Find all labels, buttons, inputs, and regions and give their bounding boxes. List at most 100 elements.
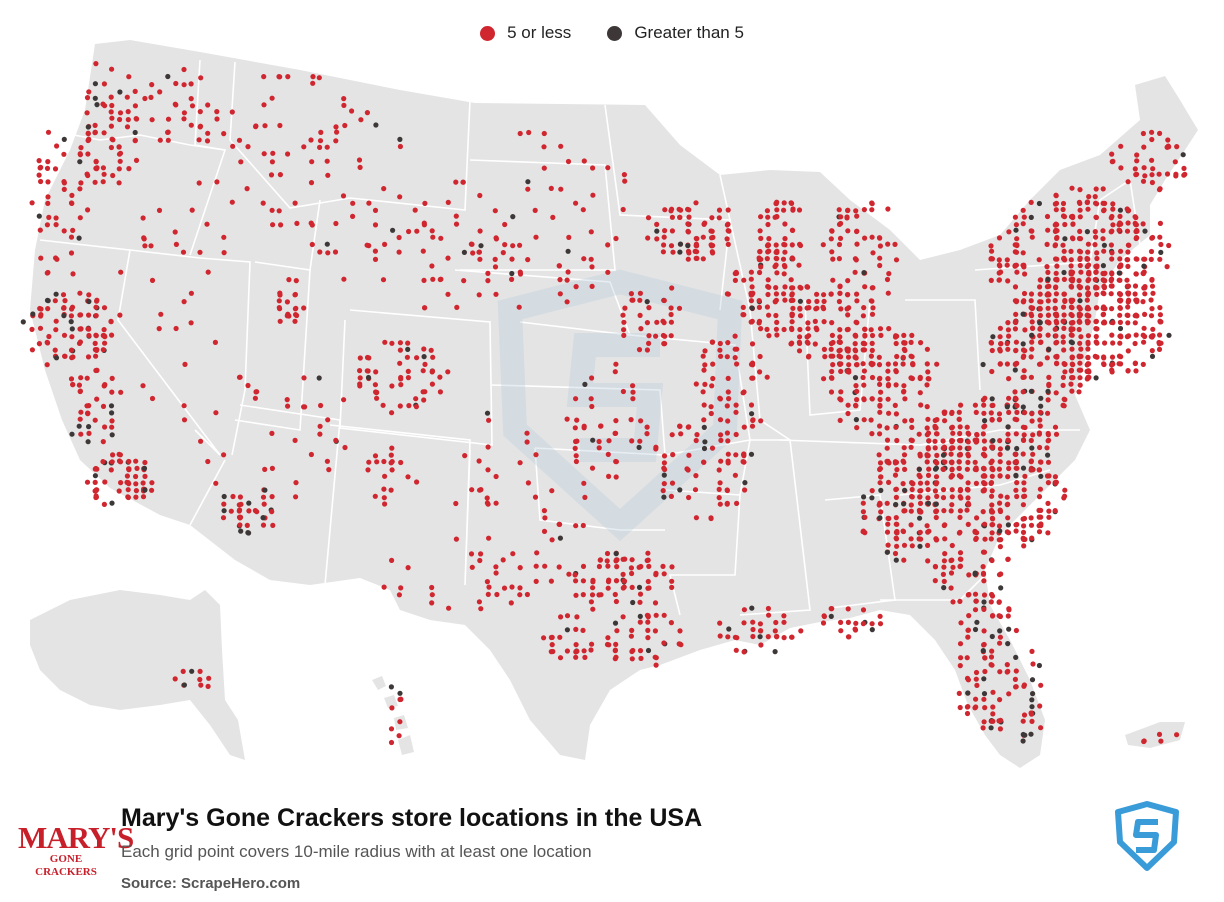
store-location-dot xyxy=(126,166,132,172)
store-location-dot xyxy=(662,466,668,473)
store-location-dot xyxy=(1053,312,1060,318)
store-location-dot xyxy=(564,627,571,633)
store-location-dot xyxy=(902,418,908,424)
store-location-dot xyxy=(588,229,594,235)
store-location-dot xyxy=(894,437,900,444)
store-location-dot xyxy=(405,368,411,374)
store-location-dot xyxy=(981,487,988,493)
store-location-dot xyxy=(388,452,394,458)
store-location-dot xyxy=(948,451,954,457)
store-location-dot xyxy=(124,94,130,100)
store-location-dot xyxy=(156,326,162,332)
store-location-dot xyxy=(709,228,715,234)
store-location-dot xyxy=(700,389,706,395)
store-location-dot xyxy=(197,109,203,115)
store-location-dot xyxy=(908,502,914,508)
store-location-dot xyxy=(668,620,675,626)
store-location-dot xyxy=(925,558,931,564)
store-location-dot xyxy=(1012,389,1018,395)
store-location-dot xyxy=(557,634,563,640)
store-location-dot xyxy=(1118,165,1124,171)
store-location-dot xyxy=(956,465,962,472)
store-location-dot xyxy=(1141,738,1147,744)
store-location-dot xyxy=(45,306,51,312)
store-location-dot xyxy=(502,242,508,248)
store-location-dot xyxy=(541,528,548,535)
store-location-dot xyxy=(484,579,490,585)
store-location-dot xyxy=(1037,312,1043,319)
store-location-dot xyxy=(429,228,435,234)
store-location-dot xyxy=(942,418,948,424)
store-location-dot xyxy=(1006,626,1012,632)
store-location-dot xyxy=(909,354,915,360)
store-location-dot xyxy=(292,292,298,298)
store-location-dot xyxy=(214,116,220,122)
store-location-dot xyxy=(860,509,867,515)
store-location-dot xyxy=(1006,229,1012,235)
store-location-dot xyxy=(661,242,667,248)
store-location-dot xyxy=(1062,487,1068,493)
store-location-dot xyxy=(117,150,124,156)
store-location-dot xyxy=(30,311,36,317)
store-location-dot xyxy=(892,550,899,557)
store-location-dot xyxy=(1053,207,1059,213)
store-location-dot xyxy=(797,306,803,312)
store-location-dot xyxy=(892,459,899,465)
store-location-dot xyxy=(733,269,739,275)
store-location-dot xyxy=(525,186,531,192)
store-location-dot xyxy=(453,500,459,507)
store-location-dot xyxy=(220,515,227,521)
store-location-dot xyxy=(630,396,636,402)
store-location-dot xyxy=(1013,473,1019,479)
scrapehero-letter-s xyxy=(1133,819,1159,853)
store-location-dot xyxy=(557,277,563,283)
store-location-dot xyxy=(549,537,555,543)
store-location-dot xyxy=(261,501,267,507)
store-location-dot xyxy=(876,354,882,360)
store-location-dot xyxy=(893,515,899,521)
store-location-dot xyxy=(596,563,603,570)
store-location-dot xyxy=(885,396,891,402)
store-location-dot xyxy=(1078,367,1084,373)
store-location-dot xyxy=(1006,409,1012,415)
store-location-dot xyxy=(94,347,100,353)
store-location-dot xyxy=(276,208,282,214)
store-location-dot xyxy=(629,584,635,591)
store-location-dot xyxy=(1149,306,1155,312)
store-location-dot xyxy=(989,509,996,515)
store-location-dot xyxy=(749,318,755,324)
store-location-dot xyxy=(925,472,932,478)
store-location-dot xyxy=(1094,264,1100,270)
store-location-dot xyxy=(877,396,883,403)
store-location-dot xyxy=(732,634,739,640)
store-location-dot xyxy=(485,591,491,598)
store-location-dot xyxy=(293,278,299,284)
store-location-dot xyxy=(77,159,83,165)
store-location-dot xyxy=(996,257,1002,263)
store-location-dot xyxy=(77,290,83,296)
store-location-dot xyxy=(908,444,914,450)
store-location-dot xyxy=(693,200,699,206)
store-location-dot xyxy=(717,347,723,353)
store-location-dot xyxy=(996,277,1002,283)
store-location-dot xyxy=(453,221,460,227)
store-location-dot xyxy=(845,278,851,284)
store-location-dot xyxy=(398,382,404,388)
store-location-dot xyxy=(485,467,491,473)
store-location-dot xyxy=(669,584,675,591)
store-location-dot xyxy=(997,334,1003,340)
store-location-dot xyxy=(606,642,612,648)
store-location-dot xyxy=(854,298,860,304)
store-location-dot xyxy=(884,425,890,431)
contiguous-us-land xyxy=(30,40,1198,768)
store-location-dot xyxy=(556,263,563,269)
store-location-dot xyxy=(1028,291,1035,297)
store-location-dot xyxy=(189,668,195,674)
store-location-dot xyxy=(590,437,596,443)
store-location-dot xyxy=(733,409,739,415)
store-location-dot xyxy=(893,557,899,563)
store-location-dot xyxy=(420,368,426,374)
store-location-dot xyxy=(134,465,140,471)
store-location-dot xyxy=(1068,269,1074,275)
store-location-dot xyxy=(398,376,404,382)
